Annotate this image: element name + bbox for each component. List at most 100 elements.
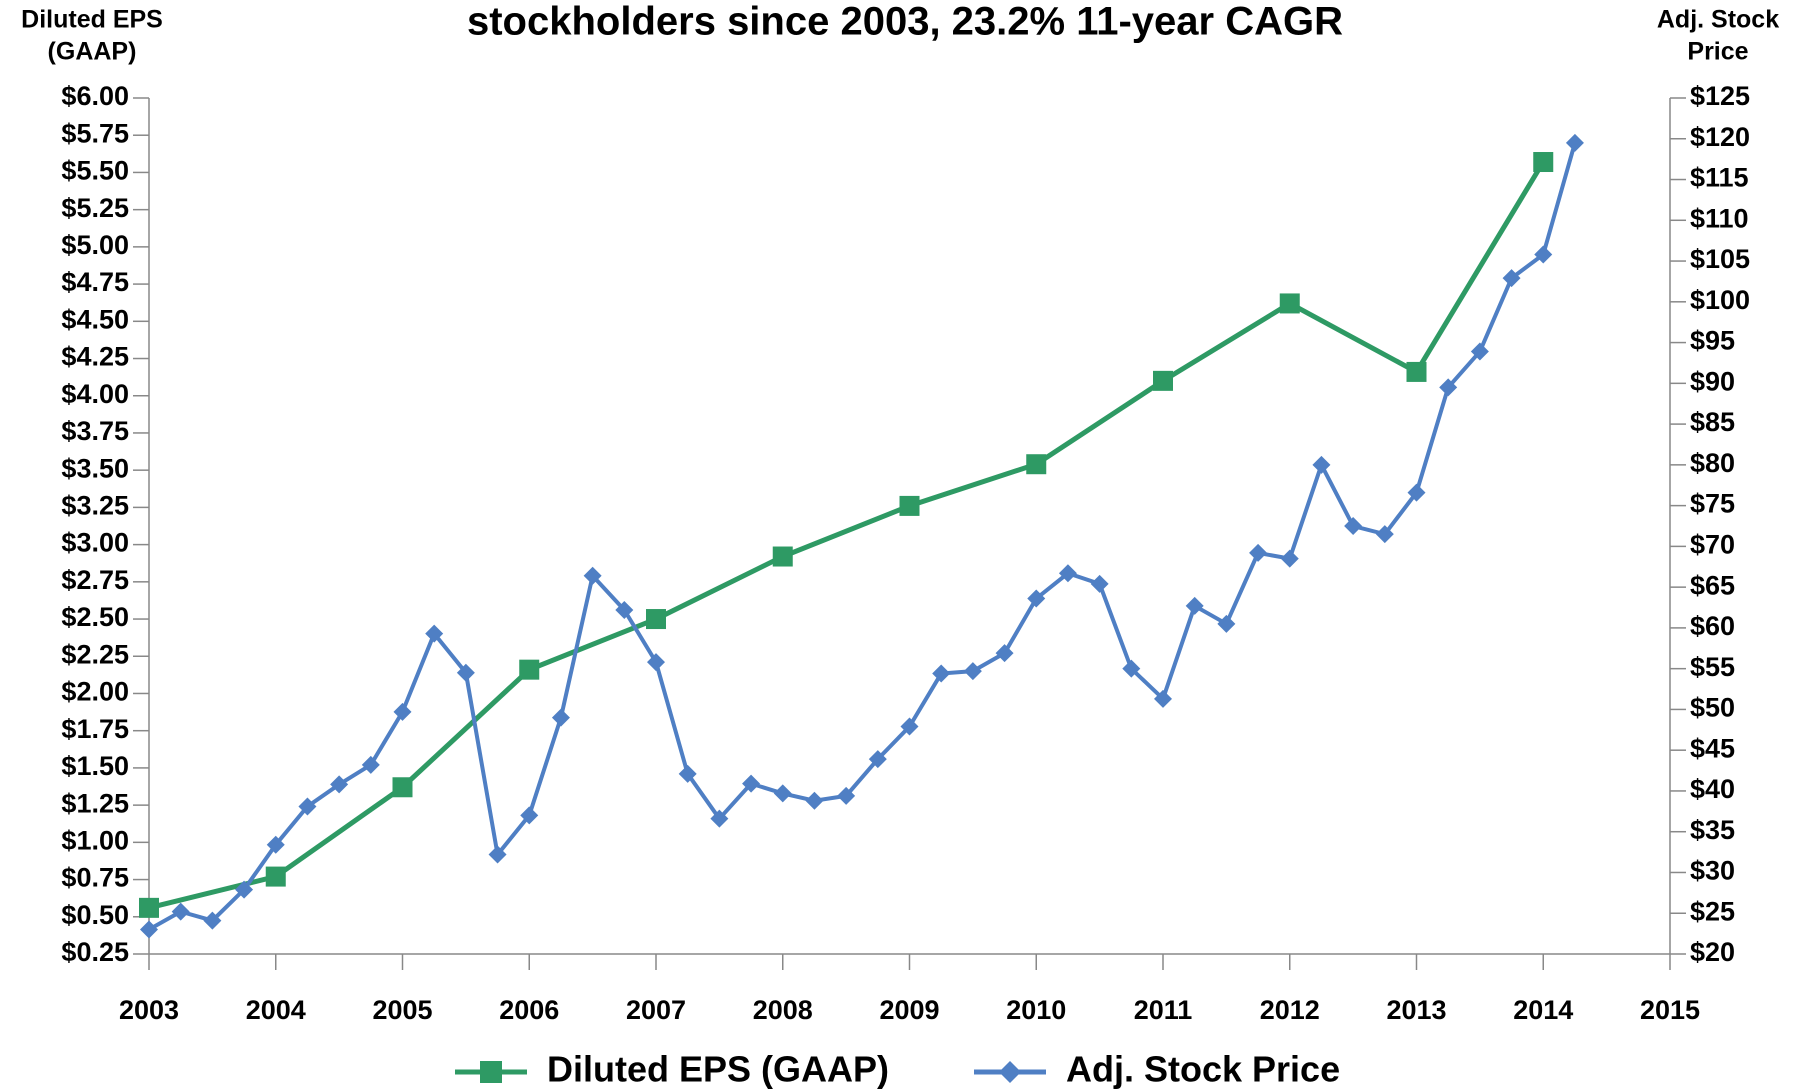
legend-marker xyxy=(480,1061,502,1083)
marker xyxy=(235,880,254,899)
y2-tick-label: $120 xyxy=(1690,122,1750,152)
y-tick-label: $2.00 xyxy=(61,677,129,707)
series-line xyxy=(148,142,1577,932)
y2-tick-label: $55 xyxy=(1690,652,1735,682)
x-tick-label: 2013 xyxy=(1386,995,1446,1025)
x-tick-label: 2009 xyxy=(879,995,939,1025)
x-tick-label: 2014 xyxy=(1513,995,1573,1025)
y2-tick-label: $45 xyxy=(1690,733,1735,763)
y2-tick-label: $30 xyxy=(1690,856,1735,886)
marker xyxy=(1312,455,1331,474)
y-tick-label: $1.50 xyxy=(61,751,129,781)
marker xyxy=(1534,245,1553,264)
y2-tick-label: $50 xyxy=(1690,693,1735,723)
marker xyxy=(1090,574,1109,593)
y2-tick-label: $80 xyxy=(1690,448,1735,478)
y-tick-label: $5.75 xyxy=(61,118,129,148)
y-tick-label: $2.75 xyxy=(61,565,129,595)
marker xyxy=(330,775,349,794)
y2-tick-label: $25 xyxy=(1690,896,1735,926)
y2-tick-label: $115 xyxy=(1690,163,1749,193)
y2-tick-label: $90 xyxy=(1690,366,1735,396)
y-tick-label: $2.50 xyxy=(61,602,129,632)
marker xyxy=(139,897,159,918)
marker xyxy=(266,835,285,854)
y2-tick-label: $70 xyxy=(1690,530,1735,560)
marker xyxy=(488,845,507,864)
marker xyxy=(1565,133,1584,152)
y-tick-label: $5.00 xyxy=(61,230,129,260)
marker xyxy=(1406,361,1427,382)
marker xyxy=(963,662,982,681)
marker xyxy=(837,786,856,805)
marker xyxy=(805,791,824,810)
y-tick-label: $0.75 xyxy=(61,863,129,893)
y2-tick-label: $40 xyxy=(1690,774,1735,804)
y2-tick-label: $65 xyxy=(1690,570,1735,600)
marker xyxy=(551,708,570,727)
marker xyxy=(899,495,920,516)
y2-tick-label: $110 xyxy=(1690,203,1749,233)
chart-title: stockholders since 2003, 23.2% 11-year C… xyxy=(467,0,1343,44)
marker xyxy=(1407,483,1426,502)
y2-axis-label: Adj. Stock xyxy=(1657,6,1779,34)
marker xyxy=(393,702,412,721)
y-tick-label: $5.25 xyxy=(61,193,129,223)
y2-tick-label: $85 xyxy=(1690,407,1735,437)
marker xyxy=(932,664,951,683)
y-axis-label: (GAAP) xyxy=(48,38,137,66)
marker xyxy=(646,609,666,630)
marker xyxy=(1470,342,1489,361)
marker xyxy=(425,624,444,643)
y-tick-label: $5.50 xyxy=(61,156,129,186)
y-tick-label: $4.00 xyxy=(61,379,129,409)
marker xyxy=(1058,564,1077,583)
x-tick-label: 2003 xyxy=(119,995,179,1025)
marker xyxy=(1185,596,1204,615)
marker xyxy=(1217,614,1236,633)
marker xyxy=(868,750,887,769)
y-tick-label: $1.00 xyxy=(61,825,129,855)
y2-tick-label: $100 xyxy=(1690,285,1750,315)
marker xyxy=(392,777,413,798)
legend-label: Adj. Stock Price xyxy=(1066,1049,1340,1090)
marker xyxy=(995,644,1014,663)
y-tick-label: $1.25 xyxy=(61,788,129,818)
marker xyxy=(1439,378,1458,397)
y-tick-label: $4.50 xyxy=(61,304,129,334)
y-tick-label: $4.75 xyxy=(61,267,129,297)
marker xyxy=(1122,659,1141,678)
x-tick-label: 2011 xyxy=(1134,995,1193,1025)
series-line xyxy=(148,160,1546,911)
marker xyxy=(1344,517,1363,535)
marker xyxy=(583,566,602,585)
x-tick-label: 2015 xyxy=(1640,995,1700,1025)
marker xyxy=(265,866,286,887)
y-tick-label: $3.25 xyxy=(61,491,129,521)
marker xyxy=(1026,454,1047,475)
y2-tick-label: $95 xyxy=(1690,326,1735,356)
marker xyxy=(298,797,317,816)
y-tick-label: $6.00 xyxy=(61,81,129,111)
marker xyxy=(1280,549,1299,568)
y-tick-label: $0.50 xyxy=(61,900,129,930)
marker xyxy=(520,806,539,825)
marker xyxy=(1279,293,1300,314)
y-axis-label: Diluted EPS xyxy=(21,6,163,34)
marker xyxy=(710,809,729,828)
marker xyxy=(1533,152,1554,173)
x-tick-label: 2004 xyxy=(246,995,306,1025)
marker xyxy=(140,920,158,939)
y-tick-label: $3.75 xyxy=(61,416,129,446)
y2-tick-label: $105 xyxy=(1690,244,1750,274)
marker xyxy=(1153,370,1173,391)
y2-axis-label: Price xyxy=(1687,38,1748,66)
marker xyxy=(1154,689,1172,708)
x-tick-label: 2005 xyxy=(372,995,432,1025)
y-tick-label: $3.00 xyxy=(61,528,129,558)
legend-marker xyxy=(999,1061,1021,1083)
y2-tick-label: $75 xyxy=(1690,489,1735,519)
y2-tick-label: $125 xyxy=(1690,81,1750,111)
marker xyxy=(1027,589,1046,608)
marker xyxy=(742,774,761,793)
